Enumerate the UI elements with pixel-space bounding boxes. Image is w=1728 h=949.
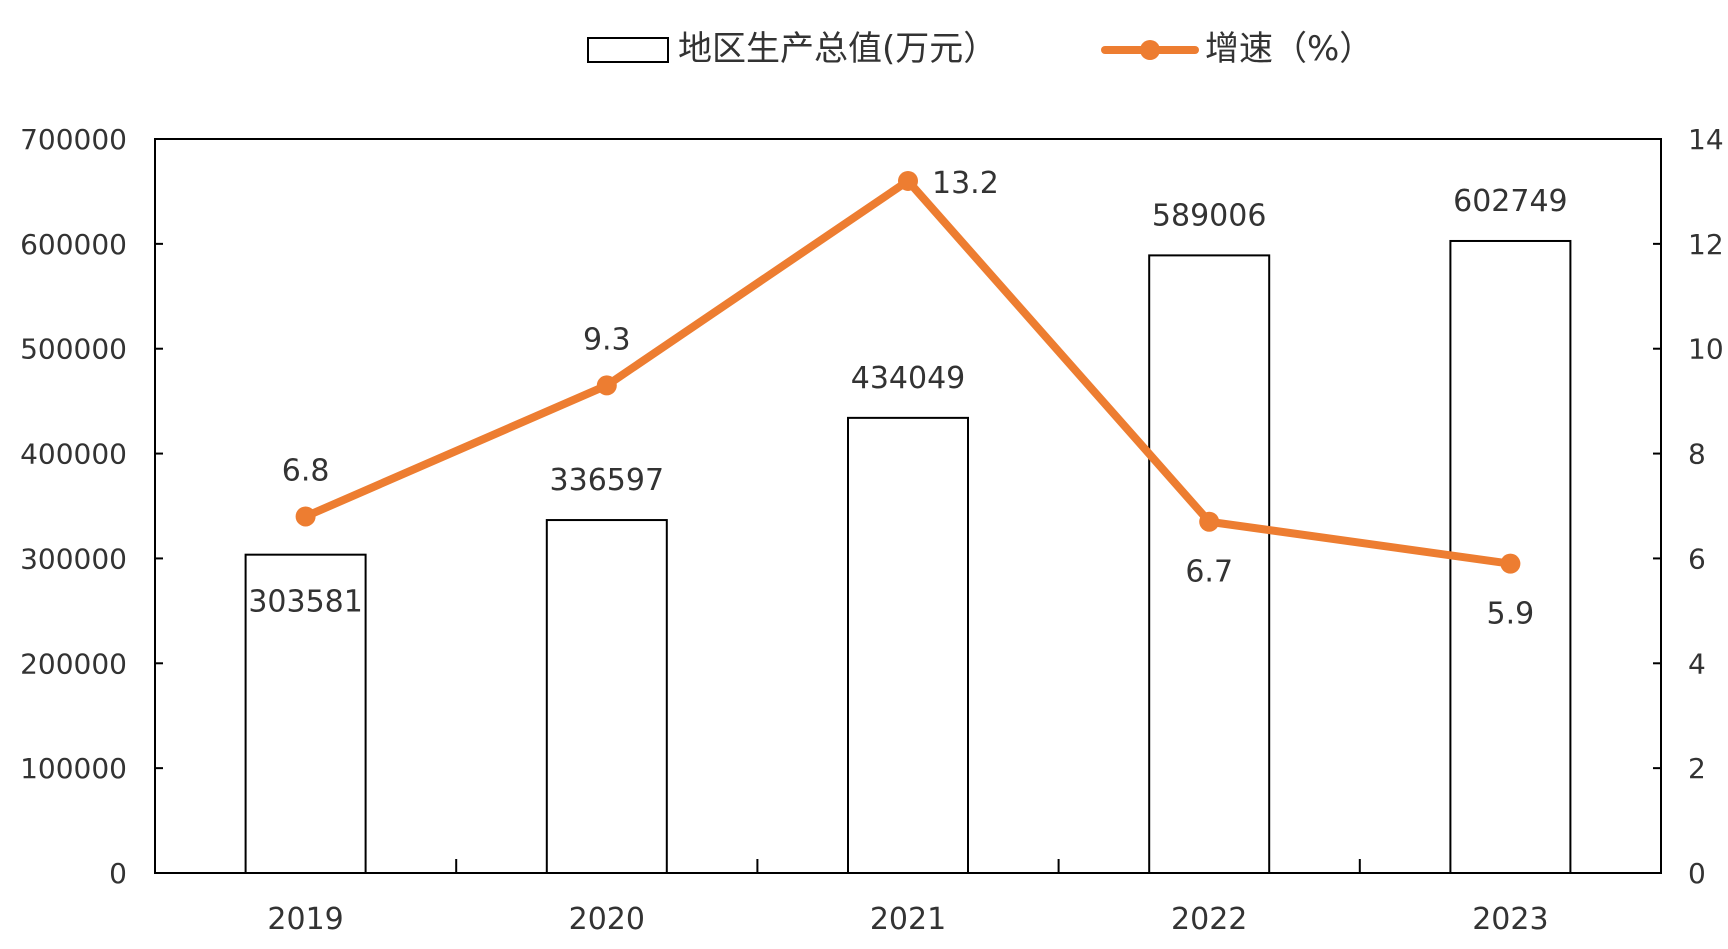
legend-line-label: 增速（%）	[1205, 29, 1373, 69]
growth-value-label: 13.2	[932, 166, 999, 201]
bar	[545, 519, 668, 874]
x-tick-label: 2023	[1472, 902, 1548, 937]
y-right-tick-label: 0	[1688, 857, 1706, 890]
y-left-tick-label: 300000	[20, 542, 127, 575]
y-left-tick-label: 600000	[20, 228, 127, 261]
y-left-tick-label: 200000	[20, 647, 127, 680]
bar	[244, 553, 367, 874]
y-right-tick-label: 12	[1688, 228, 1724, 261]
growth-point	[1500, 553, 1521, 574]
x-tick-label: 2020	[569, 902, 645, 937]
y-right-tick-label: 14	[1688, 123, 1724, 156]
y-left-tick-label: 0	[109, 857, 127, 890]
y-right-tick-label: 4	[1688, 647, 1706, 680]
growth-value-label: 9.3	[583, 322, 631, 357]
growth-value-label: 6.8	[282, 453, 330, 488]
y-right-tick-label: 6	[1688, 542, 1706, 575]
growth-value-label: 6.7	[1185, 555, 1233, 590]
bar-value-label: 303581	[248, 585, 363, 620]
bar-value-label: 589006	[1152, 198, 1267, 233]
bar-value-label: 434049	[851, 361, 966, 396]
y-right-tick-label: 8	[1688, 438, 1706, 471]
bar	[847, 416, 969, 874]
legend-bar-label: 地区生产总值(万元）	[678, 29, 997, 69]
y-left-tick-label: 500000	[20, 333, 127, 366]
growth-value-label: 5.9	[1487, 597, 1535, 632]
bar-value-label: 602749	[1453, 184, 1568, 219]
growth-point	[295, 506, 316, 527]
y-left-tick-label: 400000	[20, 438, 127, 471]
bar-value-label: 336597	[550, 463, 665, 498]
x-tick-label: 2019	[267, 902, 343, 937]
y-right-tick-label: 10	[1688, 333, 1724, 366]
legend-bar-swatch	[587, 37, 669, 63]
data-labels: 303581 336597 434049 589006 602749 6.8 9.3 13.2…	[248, 166, 1567, 632]
growth-point	[898, 170, 918, 191]
y-left-tick-label: 100000	[20, 752, 127, 785]
x-tick-label: 2022	[1171, 902, 1247, 937]
bar	[1148, 254, 1271, 874]
legend: 地区生产总值(万元） 增速（%）	[587, 29, 1373, 69]
growth-point	[596, 375, 617, 396]
growth-point	[1199, 511, 1220, 532]
x-tick-label: 2021	[870, 902, 946, 937]
bars	[244, 239, 1572, 875]
axes: 0 100000 200000 300000 400000 500000 600000 700…	[20, 123, 1724, 937]
growth-line	[295, 170, 1521, 574]
legend-line-marker	[1140, 40, 1160, 60]
y-right-tick-label: 2	[1688, 752, 1706, 785]
y-left-tick-label: 700000	[20, 123, 127, 156]
